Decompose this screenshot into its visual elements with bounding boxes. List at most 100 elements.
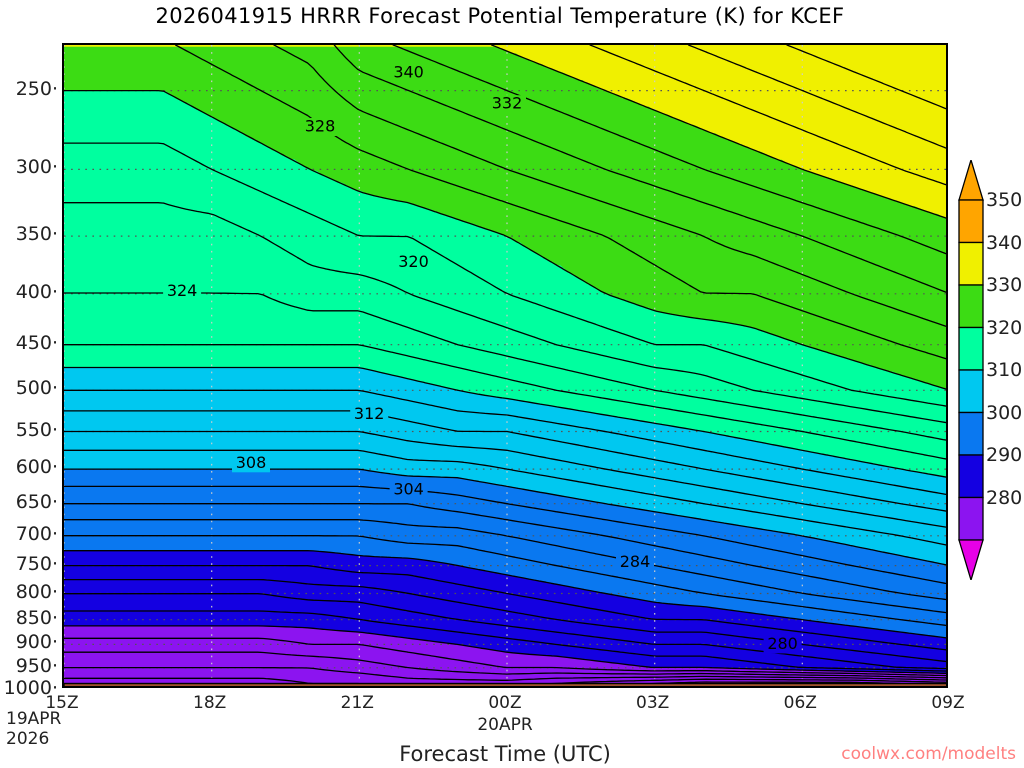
contour-322 bbox=[64, 344, 946, 460]
contour-328 bbox=[64, 142, 946, 407]
contour-label-halo bbox=[763, 635, 802, 654]
x-tick-label: 03Z bbox=[636, 693, 670, 713]
contour-330 bbox=[64, 89, 946, 390]
contour-326 bbox=[64, 202, 946, 424]
contour-label: 328 bbox=[305, 117, 336, 136]
x-tick-label: 09Z bbox=[931, 693, 965, 713]
contour-label-halo bbox=[232, 454, 270, 473]
contour-lines bbox=[64, 45, 946, 686]
x-axis-ticks: 15Z 18Z 21Z 00Z 20APR 03Z 06Z 09Z bbox=[45, 690, 964, 760]
colorbar-over-arrow bbox=[958, 160, 984, 201]
contour-label-halo bbox=[394, 253, 433, 272]
y-tick-label: 350· bbox=[15, 223, 58, 246]
plot-canvas: 340 332 328 324 320 312 308 304 284 280 bbox=[64, 45, 946, 686]
contour-318 bbox=[64, 389, 946, 496]
y-tick-label: 700· bbox=[15, 522, 58, 545]
colorbar-tick-label: 330 bbox=[986, 274, 1023, 296]
contour-label-halo bbox=[389, 481, 428, 500]
x-tick-label: 21Z bbox=[340, 693, 374, 713]
y-tick-label: 500· bbox=[15, 377, 58, 400]
colorbar-band-340 bbox=[958, 241, 984, 286]
colorbar-tick-label: 340 bbox=[986, 231, 1023, 254]
contour-label-halo bbox=[488, 95, 526, 114]
x-tick-label: 00Z bbox=[488, 693, 522, 713]
colorbar-under-arrow bbox=[958, 539, 984, 580]
contour-label-halo bbox=[163, 282, 202, 301]
y-tick-label: 750· bbox=[15, 552, 58, 575]
colorbar-band-300 bbox=[958, 411, 984, 456]
colorbar-tick-label: 320 bbox=[986, 316, 1023, 339]
contour-label-halo bbox=[616, 553, 654, 572]
contour-340 bbox=[491, 45, 946, 219]
x-tick-label: 18Z bbox=[193, 693, 227, 713]
colorbar-svg bbox=[958, 160, 984, 580]
y-tick-label: 850· bbox=[15, 606, 58, 629]
color-band-340 bbox=[64, 45, 946, 218]
contour-field: 340 332 328 324 320 312 308 304 284 280 bbox=[64, 45, 946, 686]
terrain-strip bbox=[64, 682, 946, 686]
contour-label-halo bbox=[301, 118, 339, 136]
contour-342 bbox=[589, 45, 946, 186]
contour-294 bbox=[64, 593, 946, 670]
contour-286 bbox=[64, 651, 946, 679]
y-tick-label: 950· bbox=[15, 654, 58, 677]
gridlines bbox=[64, 45, 946, 686]
contour-344 bbox=[687, 45, 946, 149]
colorbar-band-310 bbox=[958, 369, 984, 414]
contour-298 bbox=[64, 564, 946, 651]
contour-label: 324 bbox=[167, 281, 198, 300]
y-tick-label: 1000· bbox=[3, 677, 58, 699]
colorbar-band-280 bbox=[958, 496, 984, 541]
contour-label: 308 bbox=[236, 453, 267, 472]
x-tick-label: 15Z bbox=[45, 693, 79, 713]
contour-300 bbox=[64, 550, 946, 639]
x-tick-sublabel: 20APR bbox=[477, 715, 533, 735]
x-tick-label: 06Z bbox=[783, 693, 817, 713]
y-tick-label: 600· bbox=[15, 456, 58, 479]
contour-label: 280 bbox=[767, 634, 798, 653]
contour-label-halo bbox=[389, 63, 428, 82]
colorbar-tick-label: 300 bbox=[986, 401, 1023, 424]
contour-label: 320 bbox=[398, 252, 429, 271]
colorbar: 350 340 330 320 310 300 290 280 bbox=[958, 160, 1022, 580]
y-axis-ticks: 250· 300· 350· 400· 450· 500· 550· 600· 650· 700·… bbox=[0, 43, 62, 699]
contour-282 bbox=[64, 677, 946, 686]
contour-label: 304 bbox=[393, 480, 424, 499]
contour-plot: 340 332 328 324 320 312 308 304 284 280 bbox=[62, 43, 948, 688]
contour-290 bbox=[64, 625, 946, 674]
colorbar-tick-label: 310 bbox=[986, 359, 1023, 381]
page-title: 2026041915 HRRR Forecast Potential Tempe… bbox=[155, 4, 845, 28]
contour-320 bbox=[64, 366, 946, 478]
contour-314 bbox=[64, 430, 946, 528]
contour-288 bbox=[64, 637, 946, 677]
contour-label: 332 bbox=[492, 94, 523, 113]
contour-304 bbox=[64, 519, 946, 614]
contour-label: 284 bbox=[620, 552, 651, 571]
contour-316 bbox=[64, 410, 946, 512]
date-stack-line: 2026 bbox=[6, 729, 50, 749]
contour-336 bbox=[333, 45, 946, 293]
colorbar-band-320 bbox=[958, 326, 984, 371]
contour-label: 312 bbox=[354, 404, 385, 423]
y-tick-label: 900· bbox=[15, 631, 58, 654]
y-tick-label: 450· bbox=[15, 331, 58, 354]
contour-338 bbox=[392, 45, 946, 255]
y-tick-label: 800· bbox=[15, 580, 58, 603]
date-stack-line: 19APR bbox=[6, 709, 62, 729]
colorbar-band-330 bbox=[958, 284, 984, 329]
date-stack: 19APR 2026 bbox=[6, 709, 61, 749]
y-tick-label: 250· bbox=[15, 77, 58, 100]
y-tick-label: 400· bbox=[15, 280, 58, 303]
contour-302 bbox=[64, 535, 946, 627]
y-tick-label: 550· bbox=[15, 418, 58, 441]
contour-292 bbox=[64, 610, 946, 672]
contour-label: 340 bbox=[393, 62, 424, 81]
y-tick-label: 300· bbox=[15, 156, 58, 179]
contour-296 bbox=[64, 578, 946, 663]
contour-346 bbox=[786, 45, 946, 110]
contour-306 bbox=[64, 503, 946, 601]
colorbar-band-290 bbox=[958, 454, 984, 499]
colorbar-band-350 bbox=[958, 199, 984, 244]
contour-310 bbox=[64, 468, 946, 566]
colorbar-tick-label: 290 bbox=[986, 444, 1023, 466]
